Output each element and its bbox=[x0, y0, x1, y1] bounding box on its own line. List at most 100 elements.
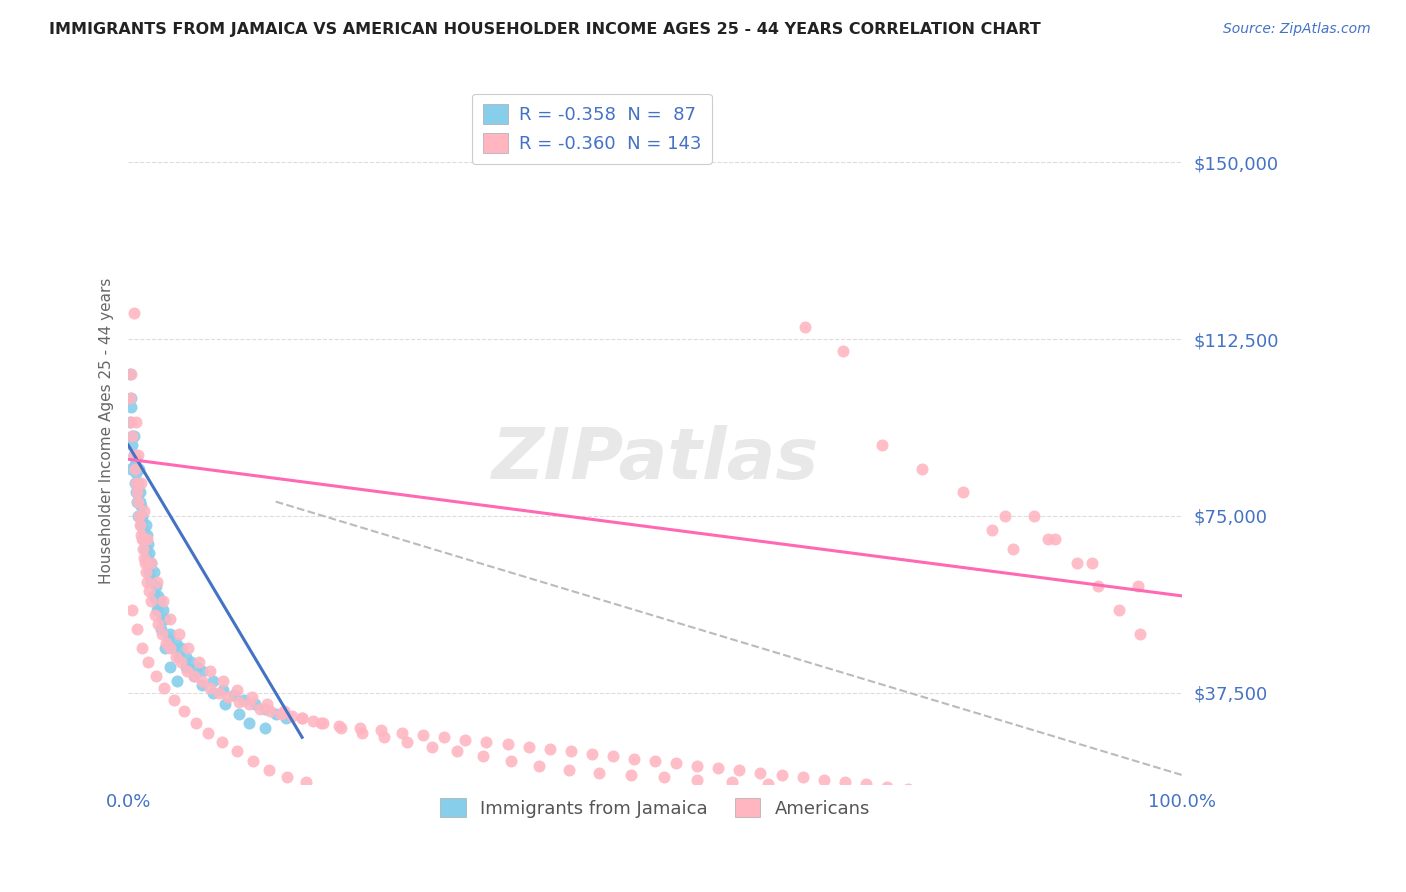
Point bbox=[136, 551, 159, 566]
Point bbox=[183, 669, 205, 683]
Point bbox=[420, 739, 443, 754]
Point bbox=[167, 626, 190, 640]
Point bbox=[125, 485, 148, 500]
Point bbox=[170, 640, 193, 655]
Point bbox=[138, 566, 160, 580]
Point bbox=[1087, 579, 1109, 593]
Point bbox=[120, 368, 142, 382]
Point bbox=[149, 593, 172, 607]
Point bbox=[686, 772, 709, 787]
Point bbox=[240, 690, 263, 705]
Point bbox=[159, 626, 181, 640]
Point bbox=[165, 650, 187, 665]
Point bbox=[238, 698, 260, 712]
Point bbox=[142, 589, 165, 603]
Point bbox=[128, 485, 150, 500]
Point bbox=[136, 537, 159, 551]
Point bbox=[792, 770, 814, 784]
Point bbox=[273, 705, 295, 719]
Point bbox=[146, 589, 169, 603]
Point bbox=[557, 764, 579, 778]
Point bbox=[127, 485, 149, 500]
Point bbox=[208, 685, 231, 699]
Point bbox=[264, 706, 287, 721]
Point bbox=[373, 731, 395, 745]
Point bbox=[665, 756, 688, 771]
Point bbox=[256, 698, 278, 712]
Point bbox=[167, 650, 190, 665]
Point bbox=[183, 669, 205, 683]
Point bbox=[328, 718, 350, 732]
Point bbox=[200, 681, 222, 695]
Point bbox=[217, 690, 239, 705]
Point bbox=[121, 428, 143, 442]
Point bbox=[136, 574, 159, 589]
Point bbox=[166, 673, 188, 688]
Point bbox=[793, 320, 815, 334]
Point bbox=[150, 612, 173, 626]
Point bbox=[152, 593, 174, 607]
Point bbox=[120, 391, 142, 405]
Point bbox=[122, 448, 145, 462]
Point bbox=[138, 584, 160, 599]
Point bbox=[120, 415, 142, 429]
Point bbox=[249, 702, 271, 716]
Point bbox=[396, 735, 419, 749]
Point bbox=[855, 777, 877, 791]
Point bbox=[124, 475, 146, 490]
Point bbox=[756, 777, 779, 791]
Point bbox=[128, 494, 150, 508]
Text: Source: ZipAtlas.com: Source: ZipAtlas.com bbox=[1223, 22, 1371, 37]
Point bbox=[499, 754, 522, 768]
Point bbox=[834, 775, 856, 789]
Point bbox=[132, 541, 155, 556]
Point bbox=[749, 765, 772, 780]
Point bbox=[960, 789, 983, 804]
Point bbox=[876, 780, 898, 794]
Point bbox=[120, 401, 142, 415]
Point bbox=[1081, 556, 1104, 570]
Point bbox=[952, 485, 974, 500]
Point bbox=[122, 306, 145, 320]
Point bbox=[131, 508, 153, 523]
Point bbox=[831, 343, 853, 358]
Y-axis label: Householder Income Ages 25 - 44 years: Householder Income Ages 25 - 44 years bbox=[100, 277, 114, 584]
Point bbox=[295, 775, 318, 789]
Point bbox=[129, 475, 152, 490]
Point bbox=[212, 683, 235, 698]
Point bbox=[259, 764, 281, 778]
Point bbox=[620, 768, 643, 782]
Point bbox=[349, 721, 371, 735]
Point bbox=[149, 622, 172, 636]
Point bbox=[141, 556, 163, 570]
Point bbox=[139, 570, 162, 584]
Point bbox=[527, 758, 550, 772]
Point bbox=[153, 681, 176, 695]
Point bbox=[243, 698, 266, 712]
Point bbox=[1024, 508, 1046, 523]
Point bbox=[135, 541, 157, 556]
Point bbox=[132, 533, 155, 547]
Point bbox=[135, 566, 157, 580]
Point bbox=[270, 706, 292, 721]
Point bbox=[391, 725, 413, 739]
Point bbox=[475, 735, 498, 749]
Point bbox=[136, 533, 159, 547]
Point bbox=[517, 739, 540, 754]
Point bbox=[142, 566, 165, 580]
Point bbox=[191, 678, 214, 692]
Point bbox=[124, 461, 146, 475]
Point bbox=[301, 714, 323, 728]
Point bbox=[918, 784, 941, 798]
Point bbox=[939, 787, 962, 801]
Point bbox=[897, 782, 920, 797]
Point bbox=[312, 716, 335, 731]
Point bbox=[127, 448, 149, 462]
Point bbox=[120, 461, 142, 475]
Point bbox=[143, 607, 166, 622]
Point bbox=[707, 761, 730, 775]
Point bbox=[728, 764, 751, 778]
Point bbox=[125, 622, 148, 636]
Point bbox=[581, 747, 603, 761]
Point bbox=[121, 603, 143, 617]
